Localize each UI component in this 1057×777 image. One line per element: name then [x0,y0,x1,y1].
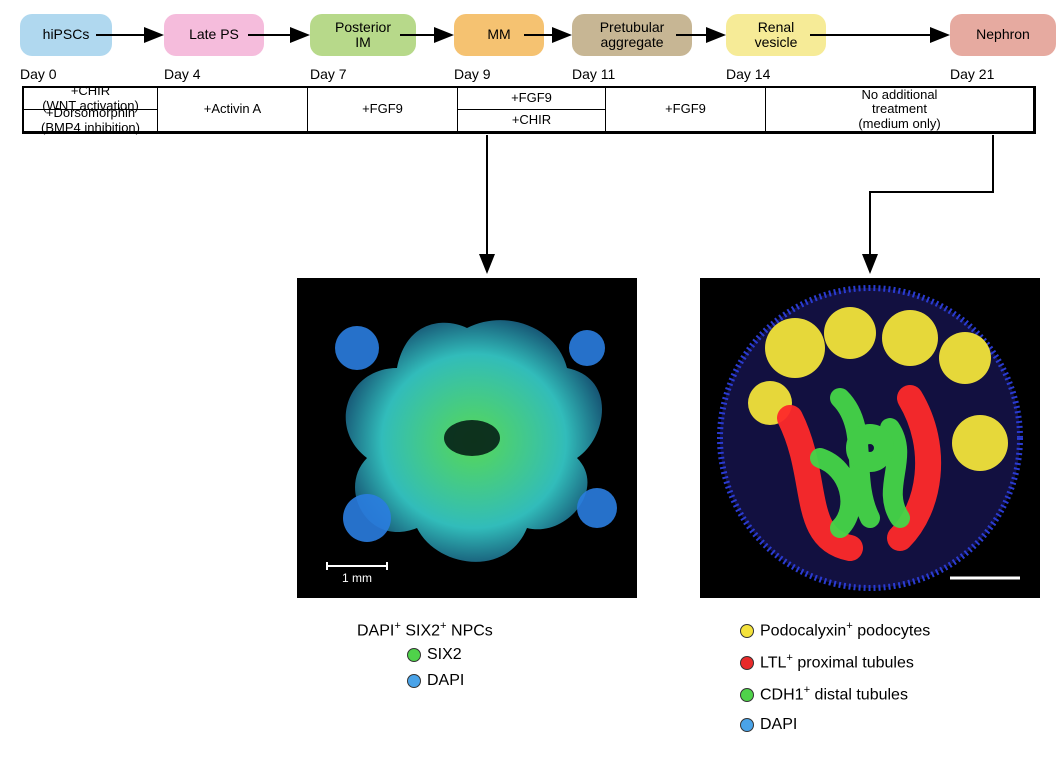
legend-item: DAPI [740,716,797,734]
treatment-cell: +Dorsomorphin(BMP4 inhibition) [24,110,158,132]
legend-item: Podocalyxin+ podocytes [740,620,930,640]
image-nephron-organoid [700,278,1040,598]
day-hipscs: Day 0 [20,66,57,82]
stage-nephron: Nephron [950,14,1056,56]
svg-text:1 mm: 1 mm [342,571,372,585]
legend-item: DAPI [407,672,464,690]
treatment-cell: +Activin A [158,88,308,132]
treatment-cell: No additionaltreatment(medium only) [766,88,1034,132]
day-lateps: Day 4 [164,66,201,82]
legend-item: LTL+ proximal tubules [740,652,914,672]
legend-title-left: DAPI+ SIX2+ NPCs [357,620,493,640]
treatment-cell: +FGF9 [606,88,766,132]
day-nephron: Day 21 [950,66,994,82]
treatment-cell: +FGF9 [308,88,458,132]
legend-item: CDH1+ distal tubules [740,684,908,704]
legend-item: SIX2 [407,646,462,664]
day-postim: Day 7 [310,66,347,82]
image-npc-micrograph: 1 mm [297,278,637,598]
treatment-cell: +FGF9 [458,88,606,110]
day-renves: Day 14 [726,66,770,82]
day-mm: Day 9 [454,66,491,82]
day-preagg: Day 11 [572,66,615,82]
